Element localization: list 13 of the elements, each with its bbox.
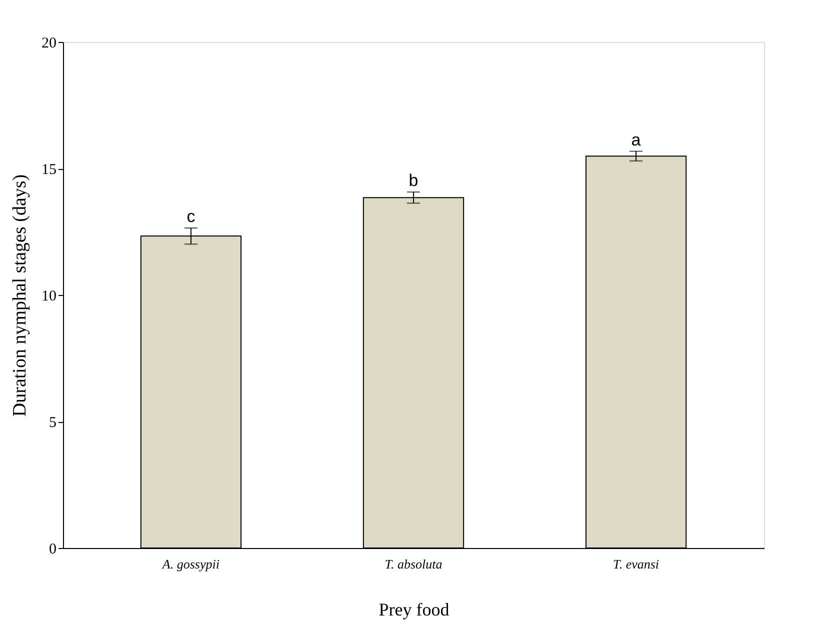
y-tick-label: 10 [42,288,56,304]
annotation: b [408,171,418,190]
y-tick-label: 0 [49,542,56,558]
y-tick-label: 5 [49,415,56,431]
x-tick-label: T. absoluta [384,556,443,572]
x-axis-title: Prey food [378,600,450,620]
y-tick-label: 15 [42,162,56,178]
x-tick-label: A. gossypii [161,556,220,572]
y-tick-label: 20 [42,36,56,52]
x-tick-label: T. evansi [613,556,660,572]
annotation: c [186,206,196,226]
y-axis-title: Duration nymphal stages (days) [10,174,30,417]
annotation: a [631,130,642,150]
